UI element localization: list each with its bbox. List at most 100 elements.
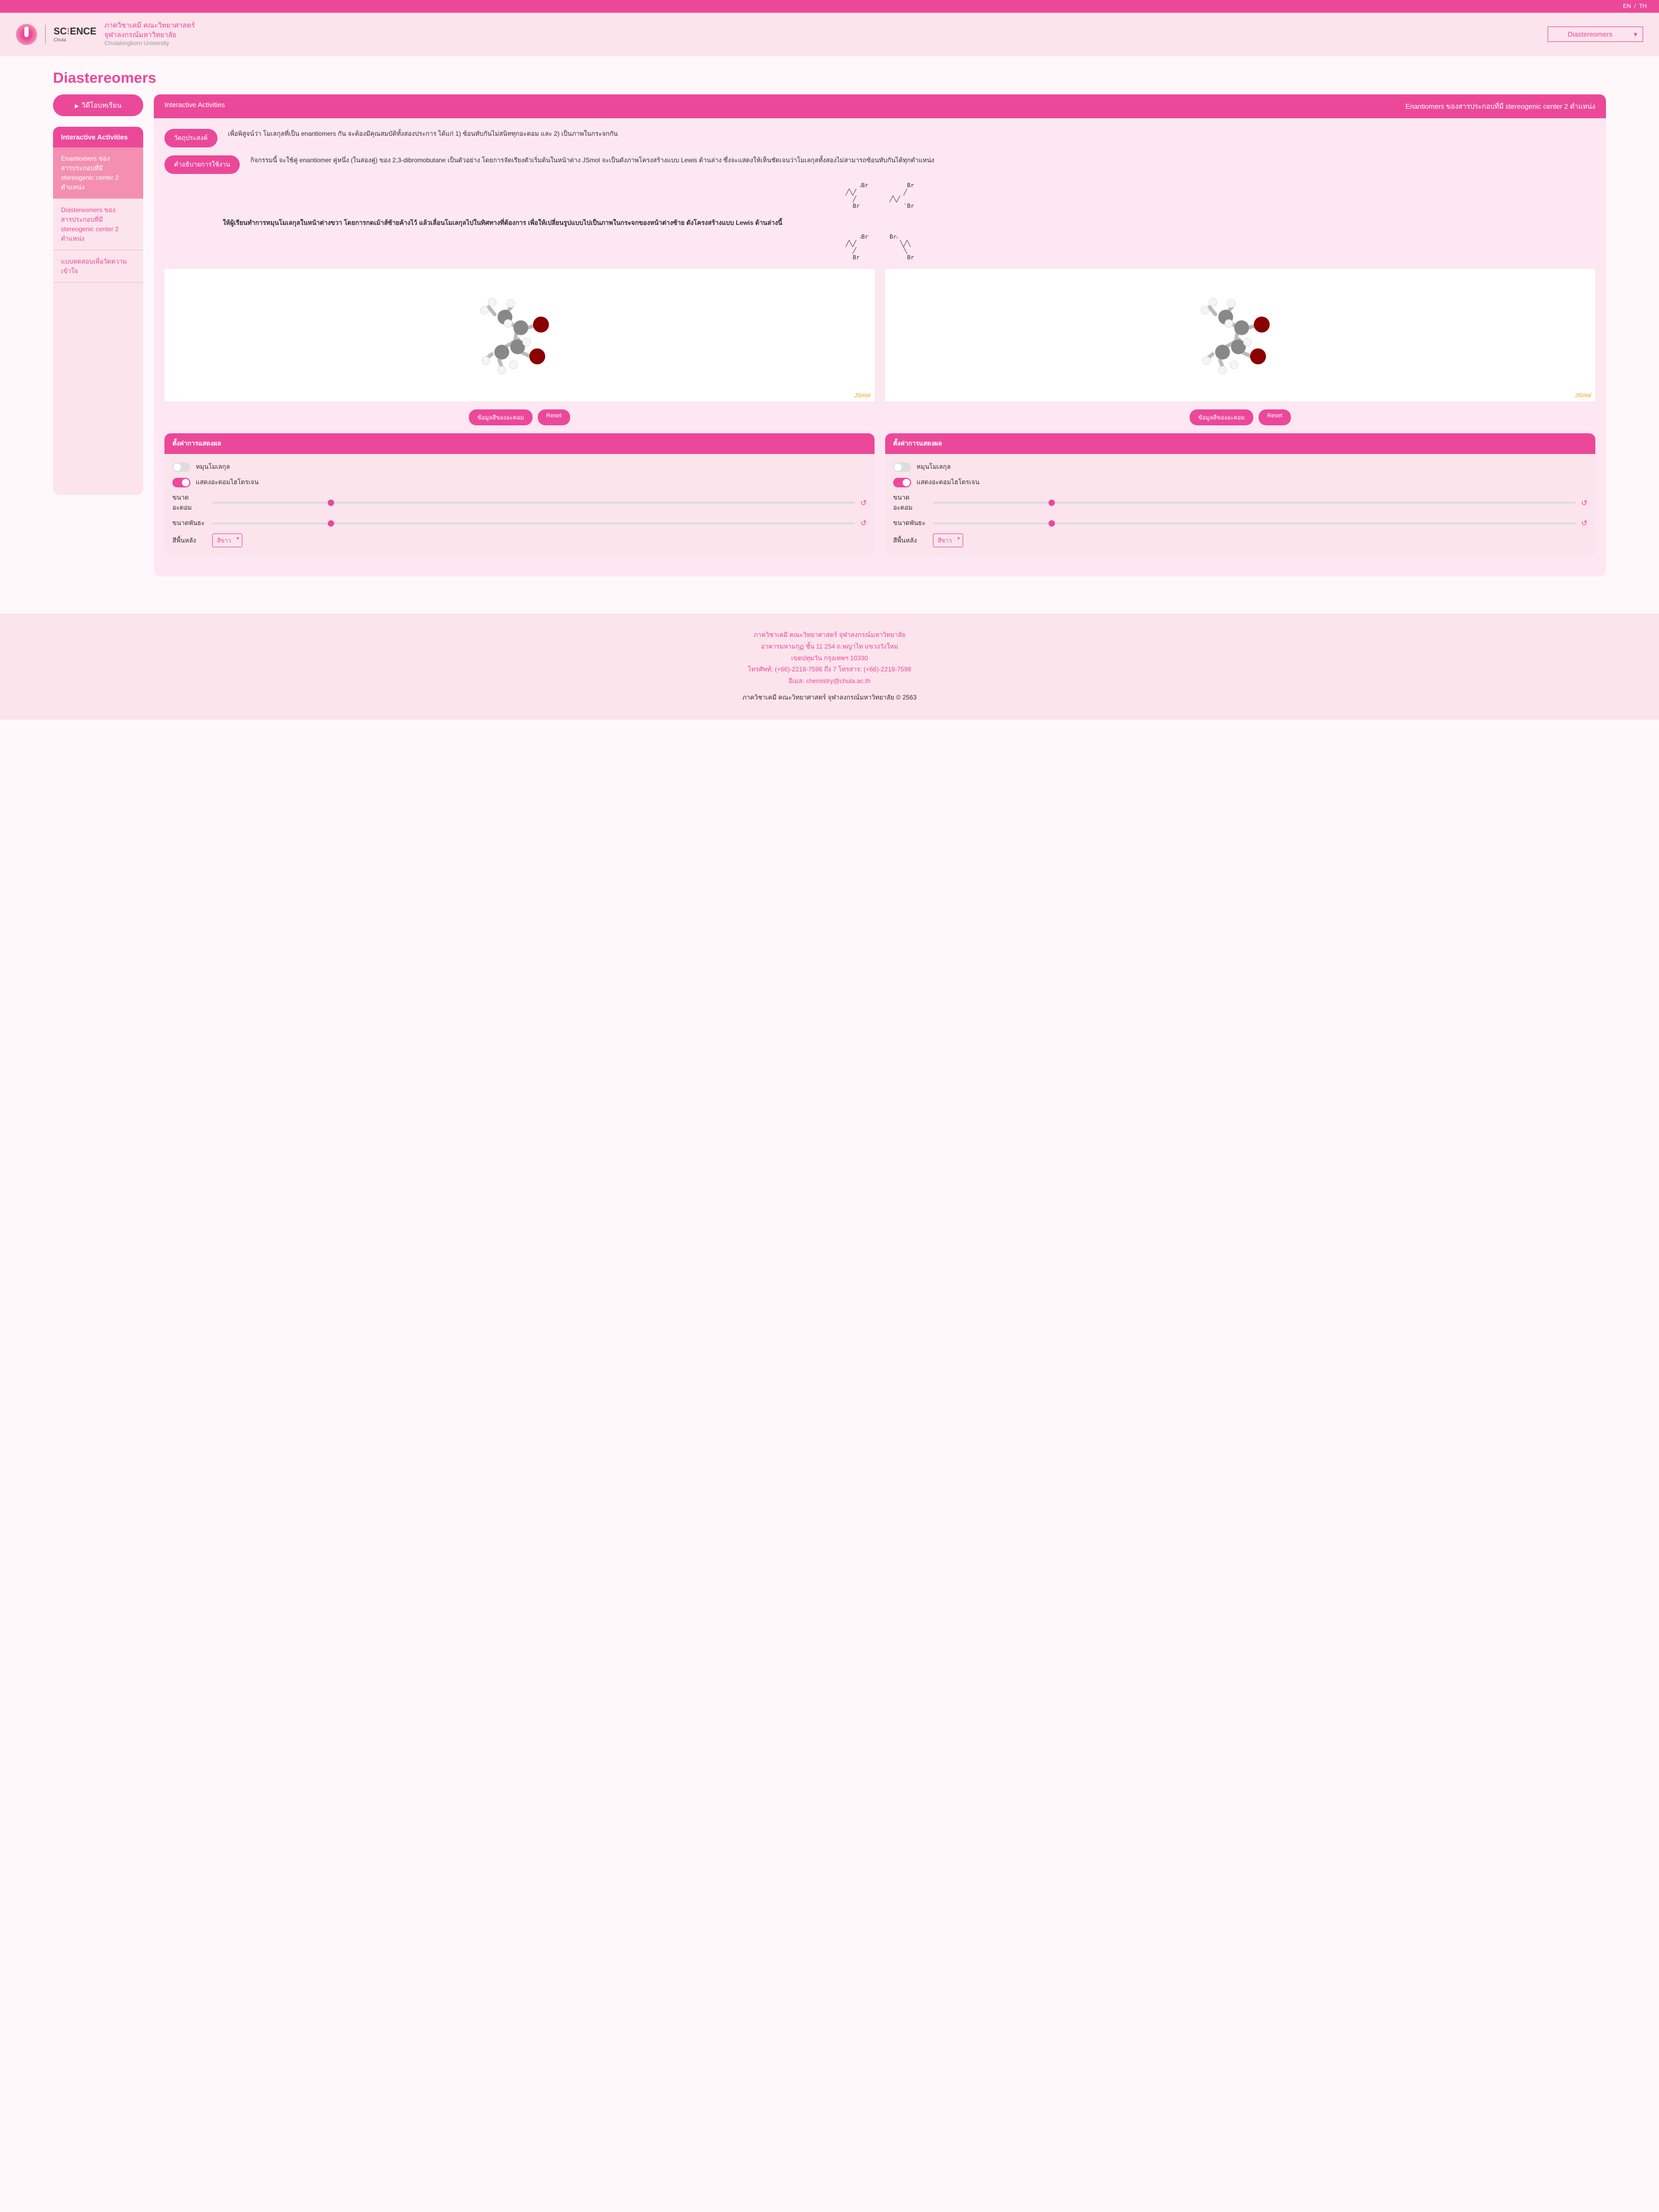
header-line2: จุฬาลงกรณ์มหาวิทยาลัย xyxy=(104,30,195,40)
lang-en[interactable]: EN xyxy=(1623,3,1631,10)
footer-l2: อาคารมหามกุฏ ชั้น 11 254 ถ.พญาไท แขวงวัง… xyxy=(0,641,1659,653)
lewis-2a: ⸴Br ╱╲╱ ╱ Br xyxy=(845,233,868,261)
logo-group: SC⁝ENCE Chula ภาควิชาเคมี คณะวิทยาศาสตร์… xyxy=(16,21,195,48)
toggle-hydrogen-row: แสดงอะตอมไฮโดรเจน xyxy=(172,477,867,487)
settings-header: ตั้งค่าการแสดงผล xyxy=(164,433,875,454)
content-body: วัตถุประสงค์ เพื่อพิสูจน์ว่า โมเลกุลที่เ… xyxy=(154,118,1606,566)
settings-body: หมุนโมเลกุล แสดงอะตอมไฮโดรเจน ขนาดอะตอม … xyxy=(164,454,875,555)
copyright: ภาควิชาเคมี คณะวิทยาศาสตร์ จุฬาลงกรณ์มหา… xyxy=(0,692,1659,704)
toggle-hydrogen-label: แสดงอะตอมไฮโดรเจน xyxy=(916,477,980,487)
atom-size-slider[interactable] xyxy=(933,502,1576,504)
footer: ภาควิชาเคมี คณะวิทยาศาสตร์ จุฬาลงกรณ์มหา… xyxy=(0,614,1659,720)
instruction-text: ให้ผู้เรียนทำการหมุนโมเลกุลในหน้าต่างขวา… xyxy=(223,218,1595,228)
settings-right: ตั้งค่าการแสดงผล หมุนโมเลกุล แสดงอะตอมไฮ… xyxy=(885,433,1595,555)
bg-color-label: สีพื้นหลัง xyxy=(893,536,928,546)
header-text: ภาควิชาเคมี คณะวิทยาศาสตร์ จุฬาลงกรณ์มหา… xyxy=(104,21,195,48)
toggle-hydrogen[interactable] xyxy=(172,478,190,487)
objective-row: วัตถุประสงค์ เพื่อพิสูจน์ว่า โมเลกุลที่เ… xyxy=(164,129,1595,147)
toggle-rotate-row: หมุนโมเลกุล xyxy=(893,462,1587,472)
footer-l4: โทรศัพท์: (+66)-2218-7596 ถึง 7 โทรสาร: … xyxy=(0,664,1659,676)
objective-text: เพื่อพิสูจน์ว่า โมเลกุลที่เป็น enantiome… xyxy=(228,129,1595,139)
ence-text: ENCE xyxy=(70,26,97,37)
content: Interactive Activities Enantiomers ของสา… xyxy=(154,94,1606,577)
lewis-2b: Br⸴ ╲╱╲ ╲ Br xyxy=(889,233,914,261)
logo-emblem xyxy=(16,24,37,45)
btn-row-left: ข้อมูลสีของอะตอม Reset xyxy=(164,409,875,425)
bond-size-row: ขนาดพันธะ ↺ xyxy=(893,518,1587,528)
reset-button[interactable]: Reset xyxy=(1259,409,1291,425)
lewis-row-1: ⸴Br ╱╲╱ ╱ Br Br ╱ ╱╲╱ `Br xyxy=(164,182,1595,210)
reset-icon[interactable]: ↺ xyxy=(860,499,867,508)
atom-info-button[interactable]: ข้อมูลสีของอะตอม xyxy=(1190,409,1253,425)
jsmol-label: JSmol xyxy=(854,392,870,399)
header-line3: Chulalongkorn University xyxy=(104,40,195,48)
usage-pill: คำอธิบายการใช้งาน xyxy=(164,155,240,174)
bg-color-row: สีพื้นหลัง สีขาว xyxy=(893,534,1587,547)
atom-size-slider[interactable] xyxy=(212,502,855,504)
reset-icon[interactable]: ↺ xyxy=(1581,519,1587,528)
reset-icon[interactable]: ↺ xyxy=(1581,499,1587,508)
logo-science: SC⁝ENCE xyxy=(54,26,97,37)
atom-size-label: ขนาดอะตอม xyxy=(172,493,207,513)
video-button[interactable]: วิดีโอบทเรียน xyxy=(53,94,143,116)
lewis-1a: ⸴Br ╱╲╱ ╱ Br xyxy=(845,182,868,210)
molecule-viewer-right[interactable]: JSmol xyxy=(885,269,1595,401)
toggle-hydrogen-label: แสดงอะตอมไฮโดรเจน xyxy=(196,477,259,487)
molecule-3d xyxy=(472,287,567,383)
footer-l3: เขตปทุมวัน กรุงเทพฯ 10330 xyxy=(0,653,1659,665)
settings-header: ตั้งค่าการแสดงผล xyxy=(885,433,1595,454)
lang-sep: / xyxy=(1634,3,1636,10)
logo-science-wrap: SC⁝ENCE Chula xyxy=(54,26,97,42)
bg-color-select[interactable]: สีขาว xyxy=(212,534,242,547)
panel-left: JSmol ข้อมูลสีของอะตอม Reset ตั้งค่าการแ… xyxy=(164,269,875,555)
top-bar: EN / TH xyxy=(0,0,1659,13)
objective-pill: วัตถุประสงค์ xyxy=(164,129,217,147)
sidebar-item-quiz[interactable]: แบบทดสอบเพื่อวัดความเข้าใจ xyxy=(53,250,143,283)
sidebar: วิดีโอบทเรียน Interactive Activities Ena… xyxy=(53,94,143,577)
atom-size-row: ขนาดอะตอม ↺ xyxy=(893,493,1587,513)
toggle-hydrogen-row: แสดงอะตอมไฮโดรเจน xyxy=(893,477,1587,487)
main-wrap: วิดีโอบทเรียน Interactive Activities Ena… xyxy=(0,94,1659,593)
toggle-rotate[interactable] xyxy=(893,462,911,472)
toggle-rotate-label: หมุนโมเลกุล xyxy=(196,462,230,472)
logo-chula: Chula xyxy=(54,37,97,42)
topic-dropdown[interactable]: Diastereomers xyxy=(1548,27,1643,42)
header-line1: ภาควิชาเคมี คณะวิทยาศาสตร์ xyxy=(104,21,195,30)
sidebar-box: Interactive Activities Enantiomers ของสา… xyxy=(53,127,143,495)
lang-th[interactable]: TH xyxy=(1639,3,1647,10)
footer-l1: ภาควิชาเคมี คณะวิทยาศาสตร์ จุฬาลงกรณ์มหา… xyxy=(0,629,1659,641)
content-header-left: Interactive Activities xyxy=(164,101,225,112)
bond-size-slider[interactable] xyxy=(212,522,855,524)
molecule-3d xyxy=(1193,287,1288,383)
footer-l5: อีเมล: chemistry@chula.ac.th xyxy=(0,676,1659,687)
sidebar-item-diastereomers[interactable]: Diastereomers ของสารประกอบที่มี stereoge… xyxy=(53,199,143,250)
lewis-1b: Br ╱ ╱╲╱ `Br xyxy=(889,182,914,210)
atom-info-button[interactable]: ข้อมูลสีของอะตอม xyxy=(469,409,532,425)
reset-icon[interactable]: ↺ xyxy=(860,519,867,528)
toggle-rotate-label: หมุนโมเลกุล xyxy=(916,462,950,472)
bond-size-row: ขนาดพันธะ ↺ xyxy=(172,518,867,528)
usage-text: กิจกรรมนี้ จะใช้คู่ enantiomer คู่หนึ่ง … xyxy=(250,155,1595,165)
sidebar-item-enantiomers[interactable]: Enantiomers ของสารประกอบที่มี stereogeni… xyxy=(53,147,143,199)
bg-color-label: สีพื้นหลัง xyxy=(172,536,207,546)
sc-text: SC xyxy=(54,26,67,37)
lewis-row-2: ⸴Br ╱╲╱ ╱ Br Br⸴ ╲╱╲ ╲ Br xyxy=(164,233,1595,261)
jsmol-label: JSmol xyxy=(1575,392,1591,399)
usage-row: คำอธิบายการใช้งาน กิจกรรมนี้ จะใช้คู่ en… xyxy=(164,155,1595,174)
sidebar-header: Interactive Activities xyxy=(53,127,143,147)
bg-color-row: สีพื้นหลัง สีขาว xyxy=(172,534,867,547)
panels: JSmol ข้อมูลสีของอะตอม Reset ตั้งค่าการแ… xyxy=(164,269,1595,555)
header: SC⁝ENCE Chula ภาควิชาเคมี คณะวิทยาศาสตร์… xyxy=(0,13,1659,56)
settings-body: หมุนโมเลกุล แสดงอะตอมไฮโดรเจน ขนาดอะตอม … xyxy=(885,454,1595,555)
settings-left: ตั้งค่าการแสดงผล หมุนโมเลกุล แสดงอะตอมไฮ… xyxy=(164,433,875,555)
bg-color-select[interactable]: สีขาว xyxy=(933,534,963,547)
bond-size-slider[interactable] xyxy=(933,522,1576,524)
bond-size-label: ขนาดพันธะ xyxy=(893,518,928,528)
toggle-rotate[interactable] xyxy=(172,462,190,472)
content-header: Interactive Activities Enantiomers ของสา… xyxy=(154,94,1606,118)
bond-size-label: ขนาดพันธะ xyxy=(172,518,207,528)
toggle-hydrogen[interactable] xyxy=(893,478,911,487)
reset-button[interactable]: Reset xyxy=(538,409,570,425)
molecule-viewer-left[interactable]: JSmol xyxy=(164,269,875,401)
btn-row-right: ข้อมูลสีของอะตอม Reset xyxy=(885,409,1595,425)
